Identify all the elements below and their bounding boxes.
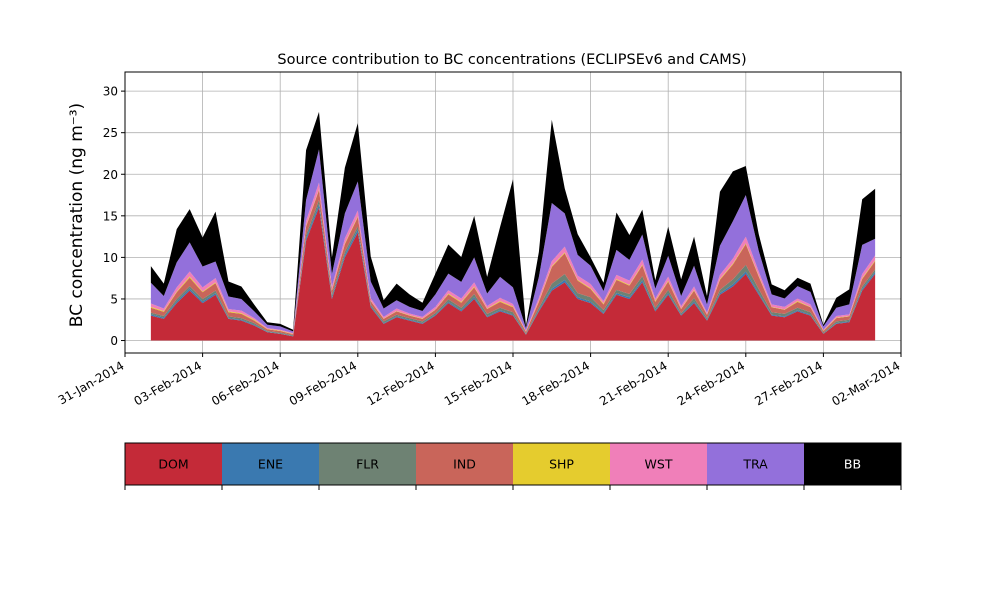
legend-label-ind: IND <box>453 457 476 472</box>
legend-label-dom: DOM <box>158 457 188 472</box>
legend-swatch-ene <box>222 443 319 485</box>
legend-swatch-wst <box>610 443 707 485</box>
legend-swatch-tra <box>707 443 804 485</box>
legend-swatch-ind <box>416 443 513 485</box>
legend-label-wst: WST <box>645 457 673 472</box>
legend: DOM ENE FLR IND SHP WST TRA BB <box>124 442 902 490</box>
y-tick-label: 5 <box>110 292 118 306</box>
area-series-tra <box>150 149 876 334</box>
legend-label-flr: FLR <box>356 457 379 472</box>
legend-swatch-bb <box>804 443 901 485</box>
legend-swatch-shp <box>513 443 610 485</box>
y-tick-label: 10 <box>103 251 118 265</box>
legend-swatch-flr <box>319 443 416 485</box>
legend-swatch-dom <box>125 443 222 485</box>
legend-label-shp: SHP <box>549 457 574 472</box>
y-axis: 0 5 10 15 20 25 30 <box>103 85 125 348</box>
chart-title: Source contribution to BC concentrations… <box>277 52 746 68</box>
y-tick-label: 25 <box>103 126 118 140</box>
area-series-bb <box>150 111 876 332</box>
y-tick-label: 20 <box>103 168 118 182</box>
stacked-areas <box>150 111 876 341</box>
legend-label-tra: TRA <box>742 457 768 472</box>
legend-label-ene: ENE <box>258 457 283 472</box>
y-axis-label: BC concentration (ng m⁻³) <box>67 103 87 327</box>
y-tick-label: 30 <box>103 85 118 99</box>
y-tick-label: 15 <box>103 209 118 223</box>
y-tick-label: 0 <box>110 334 118 348</box>
area-series-dom <box>150 207 876 341</box>
legend-label-bb: BB <box>844 457 861 472</box>
